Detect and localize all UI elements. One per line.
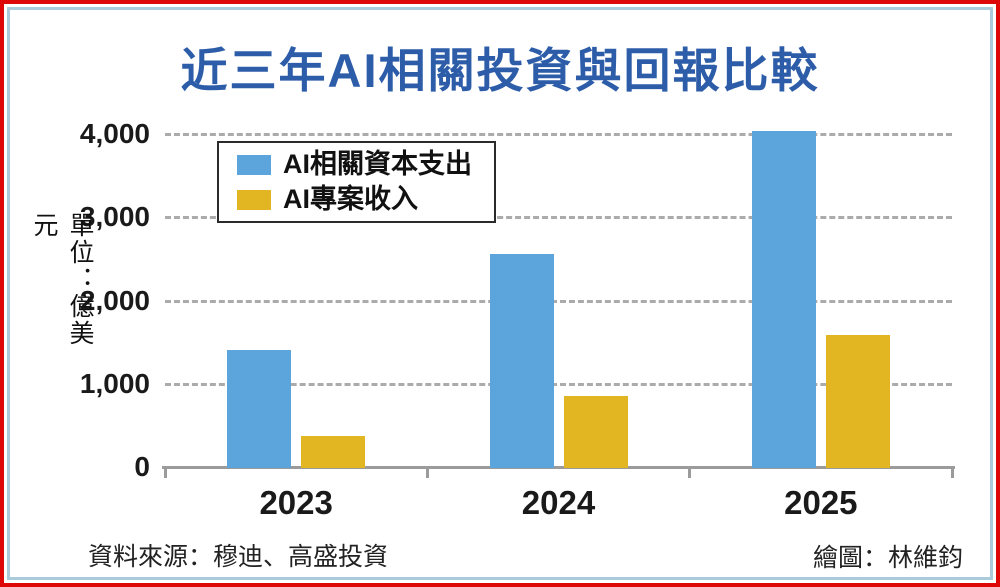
- ytick-label-2000: 2,000: [79, 284, 150, 316]
- legend-row-capex: AI相關資本支出: [237, 151, 494, 178]
- gridline-2000: [165, 299, 952, 303]
- bar-capex-2024: [489, 254, 554, 468]
- ytick-label-3000: 3,000: [79, 201, 150, 233]
- page-title: 近三年AI相關投資與回報比較: [180, 44, 820, 97]
- ytick-label-0: 0: [134, 451, 150, 482]
- legend-swatch-capex: [237, 154, 271, 175]
- legend-label-capex: AI相關資本支出: [283, 149, 472, 179]
- gridline-1000: [165, 382, 952, 386]
- bar-revenue-2024: [563, 395, 628, 468]
- x-axis-label-2025: 2025: [784, 484, 858, 521]
- legend-row-revenue: AI專案收入: [237, 186, 494, 213]
- x-axis-baseline: [162, 466, 955, 469]
- x-axis-label-2023: 2023: [259, 484, 333, 521]
- x-axis-tick-0: [163, 468, 167, 478]
- bar-revenue-2023: [301, 436, 366, 468]
- bar-capex-2023: [227, 349, 292, 468]
- bar-capex-2025: [751, 131, 816, 468]
- x-axis-tick-1: [425, 468, 429, 478]
- x-axis-tick-3: [950, 468, 954, 478]
- data-source-text: 資料來源：穆迪、高盛投資: [88, 543, 389, 571]
- gridline-4000: [165, 133, 952, 137]
- x-axis-tick-2: [688, 468, 692, 478]
- x-axis-label-2024: 2024: [521, 484, 596, 521]
- chart-legend: AI相關資本支出 AI專案收入: [217, 141, 496, 223]
- bar-revenue-2025: [825, 334, 890, 468]
- ytick-label-4000: 4,000: [79, 118, 150, 150]
- ytick-label-1000: 1,000: [79, 367, 150, 399]
- legend-label-revenue: AI專案收入: [283, 184, 418, 214]
- y-axis-unit-label: 單位：億美元: [30, 212, 94, 347]
- legend-swatch-revenue: [237, 189, 271, 210]
- illustrator-credit-text: 繪圖：林維鈞: [812, 544, 963, 572]
- gridline-3000: [165, 216, 952, 220]
